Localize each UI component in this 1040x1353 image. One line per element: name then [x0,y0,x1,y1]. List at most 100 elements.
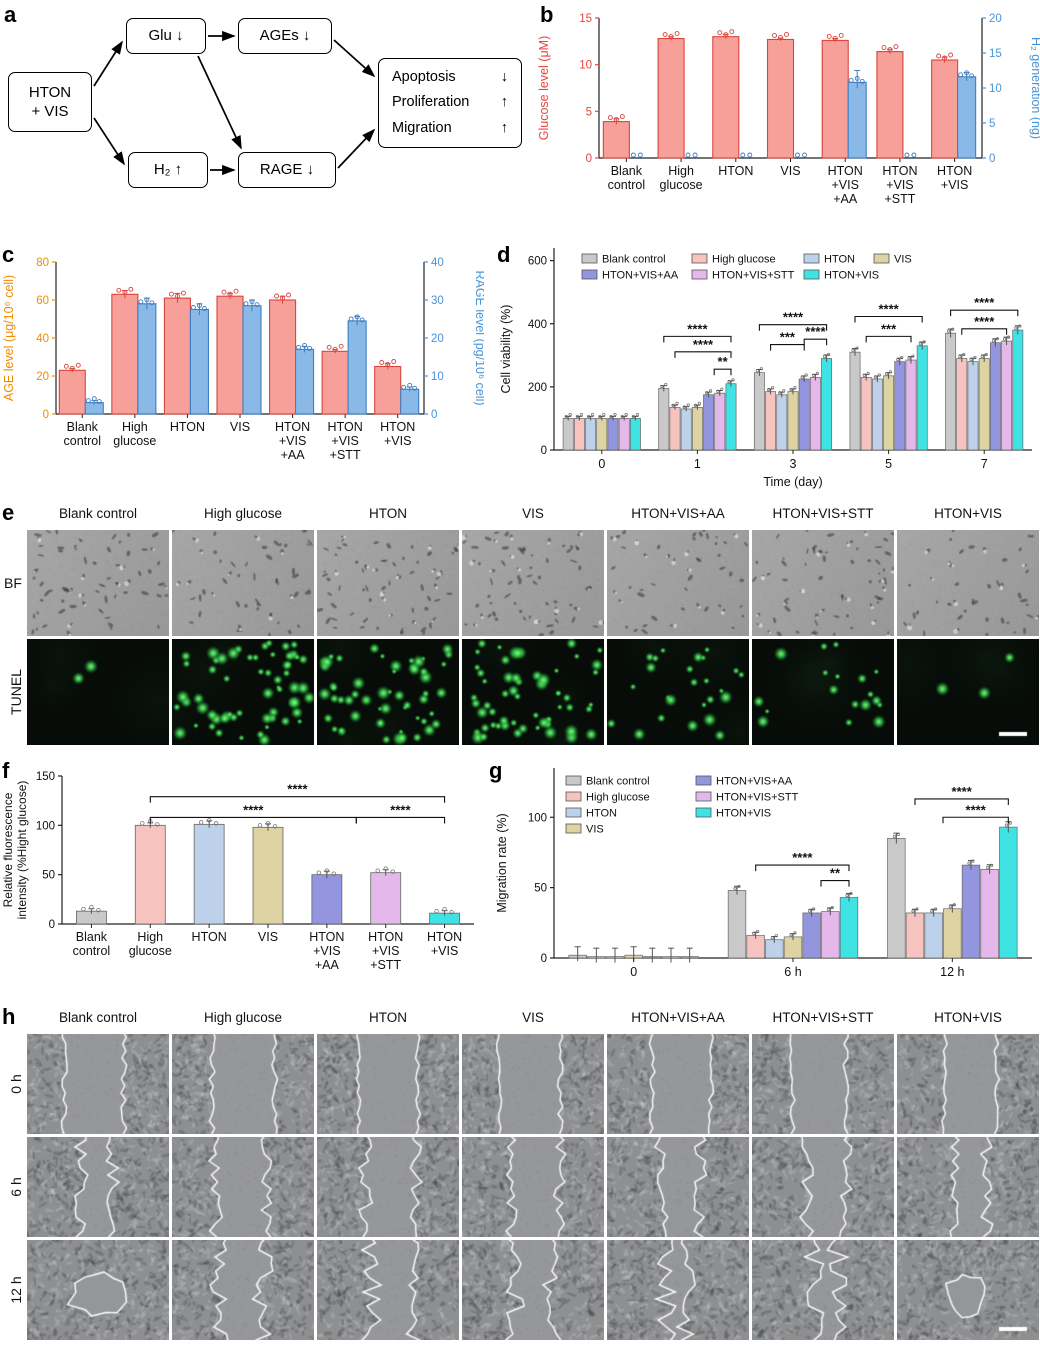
svg-text:+AA: +AA [315,958,340,972]
svg-text:40: 40 [431,257,444,269]
svg-text:****: **** [792,850,813,865]
svg-text:****: **** [952,784,973,799]
down-arrow-icon: ↓ [500,68,508,85]
h-12h-micrograph-4 [607,1240,749,1340]
svg-text:10: 10 [579,60,592,72]
svg-text:control: control [608,178,646,192]
svg-text:HTON+VIS+STT: HTON+VIS+STT [712,270,795,282]
svg-text:Migration rate (%): Migration rate (%) [495,813,509,912]
e-column-label-6: HTON+VIS [934,506,1002,521]
svg-text:Blank: Blank [611,164,643,178]
e-column-label-4: HTON+VIS+AA [631,506,725,521]
svg-text:+VIS: +VIS [384,434,411,448]
outcome-proliferation: Proliferation [392,94,470,111]
h-12h-micrograph-5 [752,1240,894,1340]
svg-text:****: **** [974,314,995,329]
svg-text:150: 150 [36,771,55,783]
svg-text:+VIS: +VIS [372,944,399,958]
row-label-tunel: TUNEL [8,669,24,715]
svg-text:intensity (%Hight glucose): intensity (%Hight glucose) [15,781,29,920]
panel-label-b: b [540,2,554,27]
svg-text:15: 15 [579,13,592,25]
svg-text:20: 20 [431,333,444,345]
svg-text:HTON: HTON [309,930,344,944]
svg-text:0: 0 [43,409,49,421]
panel-label-d: d [497,242,511,267]
svg-text:HTON: HTON [192,930,227,944]
svg-text:+VIS: +VIS [831,178,858,192]
e-bf-micrograph-6 [897,530,1039,636]
svg-text:HTON: HTON [824,254,855,266]
svg-text:12 h: 12 h [940,965,964,979]
svg-text:40: 40 [36,333,49,345]
svg-text:HTON: HTON [828,164,863,178]
svg-text:control: control [73,944,111,958]
svg-text:30: 30 [431,295,444,307]
svg-text:+STT: +STT [330,448,361,462]
svg-text:****: **** [966,802,987,817]
svg-text:VIS: VIS [230,420,250,434]
svg-text:100: 100 [36,820,55,832]
h-6h-micrograph-0 [27,1137,169,1237]
h-column-label-1: High glucose [203,1010,283,1025]
svg-text:control: control [64,434,102,448]
h2-box: H₂ ↑ [128,152,208,188]
glu-box: Glu ↓ [126,18,206,54]
panel-label-e: e [2,500,15,525]
rage-box: RAGE ↓ [238,152,336,188]
panel-label-g: g [489,758,503,783]
svg-text:80: 80 [36,257,49,269]
svg-text:20: 20 [36,371,49,383]
svg-text:10: 10 [989,83,1002,95]
h-6h-micrograph-5 [752,1137,894,1237]
svg-text:15: 15 [989,48,1002,60]
diagram-arrows [93,30,376,176]
h-0h-micrograph-6 [897,1034,1039,1134]
h-0h-micrograph-3 [462,1034,604,1134]
hton-vis-box: HTON + VIS [8,72,92,132]
svg-text:5: 5 [989,118,995,130]
svg-text:5: 5 [586,106,592,118]
svg-text:0: 0 [49,919,55,931]
svg-text:7: 7 [981,457,988,471]
svg-text:**: ** [718,354,729,369]
panel-label-h: h [2,1004,16,1029]
row-label-12h: 12 h [8,1276,24,1304]
svg-text:HTON: HTON [937,164,972,178]
svg-text:glucose: glucose [113,434,156,448]
svg-text:1: 1 [694,457,701,471]
svg-text:HTON: HTON [380,420,415,434]
svg-text:HTON+VIS+AA: HTON+VIS+AA [716,776,793,788]
svg-text:HTON: HTON [275,420,310,434]
outcome-box: Apoptosis ↓ Proliferation ↑ Migration ↑ [378,58,522,148]
svg-text:High glucose: High glucose [586,792,650,804]
h-0h-micrograph-4 [607,1034,749,1134]
svg-text:High: High [122,420,148,434]
svg-text:RAGE level (pg/10⁶ cell): RAGE level (pg/10⁶ cell) [473,270,484,405]
h-12h-micrograph-0 [27,1240,169,1340]
svg-text:+VIS: +VIS [331,434,358,448]
svg-text:0: 0 [989,153,995,165]
chart-glucose-h2: 0 5 10 15 0 5 10 15 20 Glucose level (μM) H₂ gener… [537,13,1040,206]
svg-text:+VIS: +VIS [941,178,968,192]
svg-text:+AA: +AA [281,448,306,462]
svg-text:10: 10 [431,371,444,383]
svg-text:VIS: VIS [258,930,278,944]
h-6h-micrograph-1 [172,1137,314,1237]
panel-label-a: a [4,2,17,27]
svg-text:HTON: HTON [170,420,205,434]
svg-text:Blank: Blank [76,930,108,944]
up-arrow-icon: ↑ [500,119,508,136]
svg-text:6 h: 6 h [784,965,801,979]
hton-vis-line1: HTON [28,83,72,101]
svg-text:AGE level (μg/10⁶ cell): AGE level (μg/10⁶ cell) [2,275,16,401]
svg-text:200: 200 [528,382,547,394]
h-column-label-0: Blank control [58,1010,138,1025]
svg-text:+AA: +AA [833,192,858,206]
svg-text:50: 50 [42,870,55,882]
svg-text:HTON+VIS+AA: HTON+VIS+AA [602,270,679,282]
svg-text:0: 0 [586,153,592,165]
h-column-label-4: HTON+VIS+AA [631,1010,725,1025]
